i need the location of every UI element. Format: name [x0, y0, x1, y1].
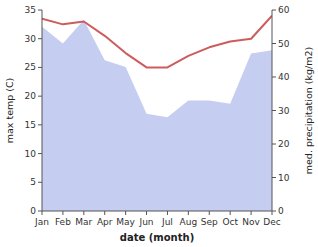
y-tick	[38, 67, 42, 68]
x-tick-label: Feb	[55, 217, 71, 227]
y2-tick	[272, 110, 276, 111]
x-tick-label: Jun	[139, 217, 154, 227]
y-tick	[38, 211, 42, 212]
y-tick-label: 10	[25, 149, 37, 159]
y-tick-label: 30	[25, 34, 37, 44]
y-tick-label: 15	[25, 120, 36, 130]
plot-area	[42, 16, 272, 211]
x-tick	[251, 211, 252, 215]
y-tick-label: 5	[30, 177, 36, 187]
y2-tick	[272, 77, 276, 78]
chart: 0 5 10 15 20 25 30 35 0 10 20 30 40 50 60 Jan Feb Mar AprM…	[0, 0, 318, 247]
y2-tick	[272, 10, 276, 11]
y2-axis-label: med. precipitation (kg/m2)	[303, 47, 314, 174]
y-tick-label: 20	[25, 91, 37, 101]
y-tick	[38, 96, 42, 97]
x-tick	[167, 211, 168, 215]
x-tick	[188, 211, 189, 215]
x-tick-label: May	[116, 217, 135, 227]
x-tick	[83, 211, 84, 215]
y2-tick-label: 10	[278, 173, 290, 183]
y2-tick-label: 20	[278, 139, 290, 149]
x-tick	[146, 211, 147, 215]
y-tick-label: 0	[30, 206, 36, 216]
y2-tick	[272, 177, 276, 178]
x-tick	[209, 211, 210, 215]
x-axis-line	[42, 211, 272, 212]
y2-tick	[272, 43, 276, 44]
x-tick-label: Oct	[222, 217, 238, 227]
x-tick-label: Dec	[263, 217, 280, 227]
y2-tick-label: 60	[278, 5, 290, 15]
y-tick	[38, 124, 42, 125]
x-tick	[230, 211, 231, 215]
x-tick-label: Sep	[201, 217, 218, 227]
y-tick	[38, 153, 42, 154]
x-tick-label: Apr	[97, 217, 113, 227]
y-tick	[38, 10, 42, 11]
y2-tick-label: 40	[278, 72, 290, 82]
x-tick-label: Mar	[75, 217, 92, 227]
y-tick	[38, 38, 42, 39]
x-tick	[62, 211, 63, 215]
y-tick-label: 25	[25, 62, 36, 72]
y-tick	[38, 182, 42, 183]
y-axis-line	[42, 10, 43, 211]
x-tick	[125, 211, 126, 215]
y2-tick-label: 50	[278, 39, 290, 49]
precip-area	[42, 20, 272, 211]
y-tick-label: 35	[25, 5, 36, 15]
y2-tick	[272, 144, 276, 145]
y2-tick	[272, 211, 276, 212]
x-axis-label: date (month)	[120, 232, 194, 243]
y-axis-label: max temp (C)	[4, 78, 15, 144]
x-tick	[42, 211, 43, 215]
x-tick-label: Jul	[161, 217, 173, 227]
x-tick	[104, 211, 105, 215]
x-tick	[272, 211, 273, 215]
y2-tick-label: 30	[278, 106, 290, 116]
temp-line	[42, 16, 272, 68]
x-tick-label: Jan	[34, 217, 49, 227]
x-tick-label: Nov	[242, 217, 260, 227]
y2-tick-label: 0	[278, 206, 284, 216]
x-tick-label: Aug	[180, 217, 198, 227]
